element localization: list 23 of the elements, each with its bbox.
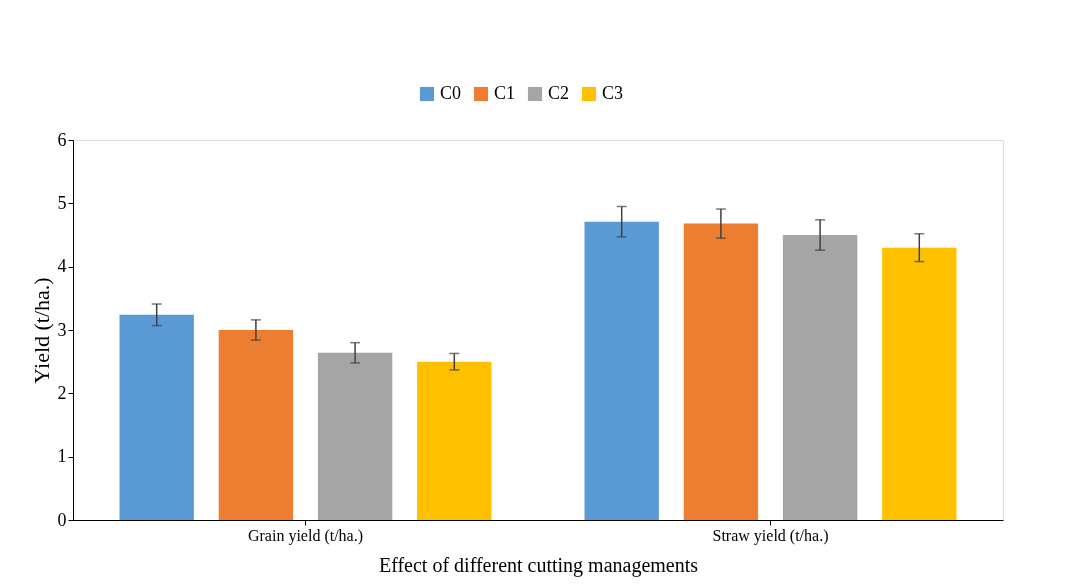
bar bbox=[584, 221, 659, 520]
bar bbox=[782, 235, 858, 520]
y-tick-label: 5 bbox=[57, 192, 67, 213]
y-tick-label: 1 bbox=[57, 446, 67, 467]
bar bbox=[218, 330, 294, 520]
y-tick-label: 3 bbox=[57, 319, 67, 340]
x-tick-label: Straw yield (t/ha.) bbox=[712, 526, 829, 545]
y-tick-label: 2 bbox=[57, 382, 67, 403]
bar bbox=[119, 314, 194, 520]
x-tick-label: Grain yield (t/ha.) bbox=[247, 526, 364, 545]
bar bbox=[683, 223, 759, 520]
bar bbox=[882, 247, 957, 520]
bar bbox=[417, 361, 492, 520]
x-axis-title: Effect of different cutting managements bbox=[378, 553, 699, 577]
legend-label: C0 bbox=[440, 83, 462, 103]
legend-label: C1 bbox=[494, 83, 516, 103]
legend-label: C3 bbox=[602, 83, 624, 103]
y-axis-title: Yield (t/ha.) bbox=[28, 277, 54, 384]
legend-label: C2 bbox=[548, 83, 570, 103]
y-tick-label: 0 bbox=[57, 509, 67, 530]
y-tick-label: 4 bbox=[57, 256, 67, 277]
bar bbox=[317, 352, 393, 520]
y-tick-label: 6 bbox=[57, 129, 67, 150]
